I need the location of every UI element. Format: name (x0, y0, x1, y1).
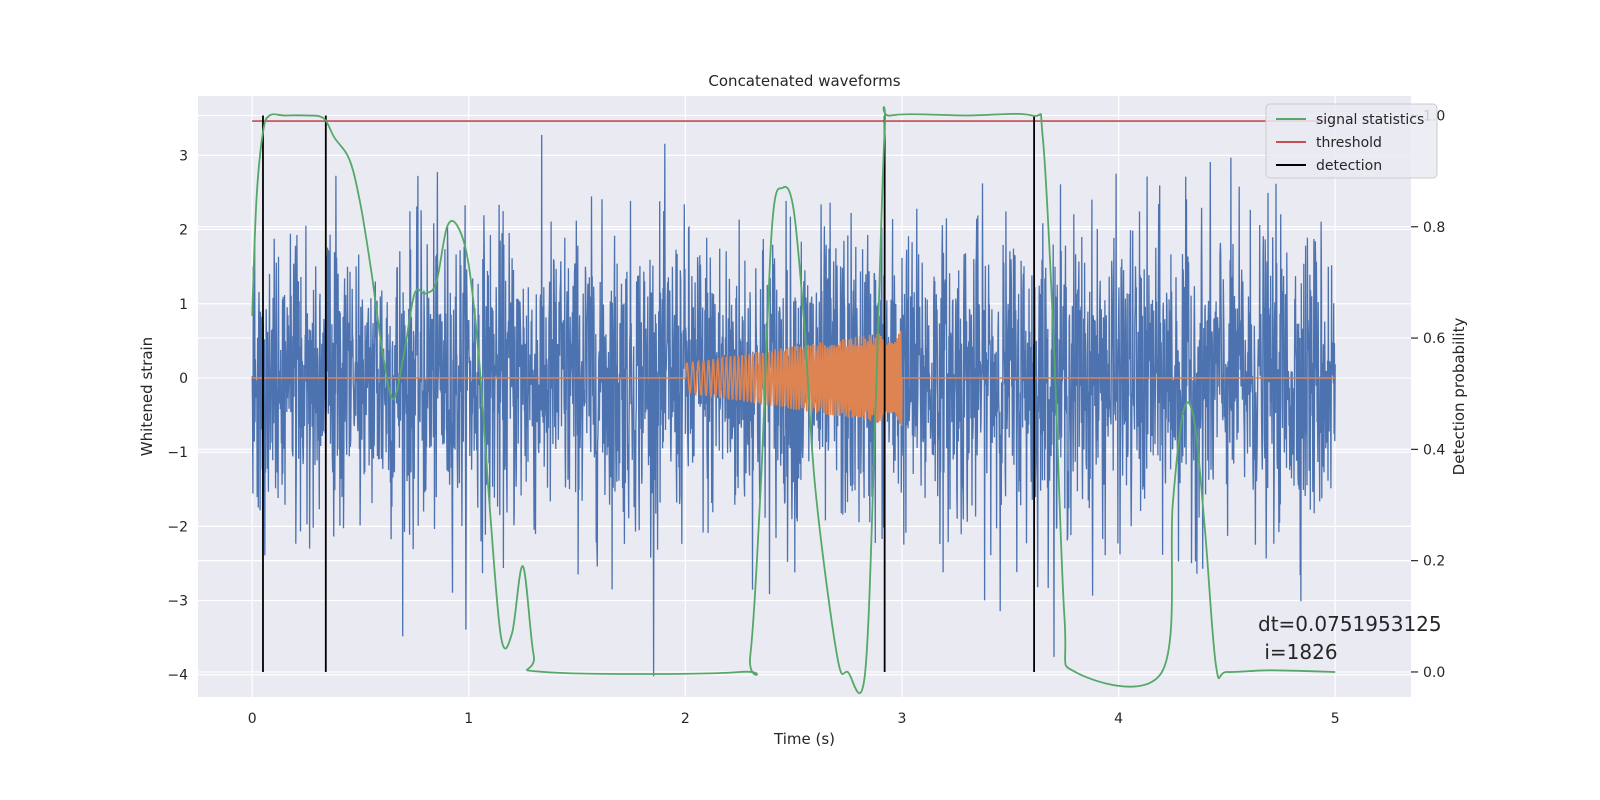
y-tick-label: −3 (167, 594, 188, 610)
y-axis-label: Whitened strain (138, 337, 156, 456)
y-tick-label: −1 (167, 445, 188, 461)
x-tick-label: 1 (464, 711, 473, 727)
annotation-index: i=1826 (1258, 640, 1338, 664)
y2-tick-label: 0.6 (1423, 331, 1445, 347)
x-axis-label: Time (s) (773, 730, 835, 748)
y2-tick-label: 0.0 (1423, 665, 1445, 681)
legend-label: signal statistics (1316, 112, 1424, 128)
data-layer (251, 106, 1336, 694)
y-tick-label: −2 (167, 519, 188, 535)
y-tick-label: 3 (179, 148, 188, 164)
y2-tick-label: 0.4 (1423, 442, 1445, 458)
legend-label: detection (1316, 158, 1382, 174)
x-tick-label: 3 (898, 711, 907, 727)
legend-box (1265, 103, 1438, 179)
y2-tick-label: 0.2 (1423, 554, 1445, 570)
x-tick-label: 4 (1114, 711, 1123, 727)
y2-axis-label: Detection probability (1450, 318, 1468, 476)
y-tick-label: 2 (179, 223, 188, 239)
y-tick-label: 1 (179, 297, 188, 313)
y-tick-label: 0 (179, 371, 188, 387)
annotation-dt: dt=0.0751953125 (1258, 612, 1442, 636)
injected-waveform-line (252, 330, 1336, 427)
y-tick-label: −4 (167, 668, 188, 684)
chart-title: Concatenated waveforms (708, 72, 900, 90)
x-tick-label: 2 (681, 711, 690, 727)
y2-tick-label: 0.8 (1423, 220, 1445, 236)
legend-label: threshold (1316, 135, 1382, 151)
signal-statistics-line (251, 106, 1336, 694)
x-tick-label: 0 (248, 711, 257, 727)
annotation: dt=0.0751953125 i=1826 (1258, 612, 1442, 664)
legend: signal statistics threshold detection (1265, 103, 1438, 179)
whitened-strain-line (251, 134, 1336, 677)
x-tick-label: 5 (1331, 711, 1340, 727)
